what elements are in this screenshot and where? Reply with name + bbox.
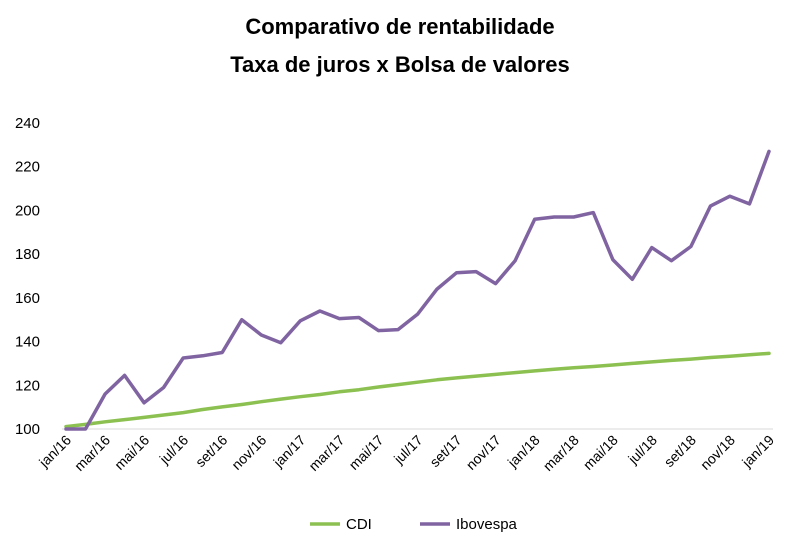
x-tick-label: nov/17 [463,432,504,473]
y-tick-label: 220 [15,159,40,176]
x-tick-label: nov/18 [697,432,738,473]
x-tick-label: mar/17 [305,432,347,474]
y-tick-label: 100 [15,421,40,438]
x-tick-label: jan/19 [738,432,777,471]
x-tick-label: mar/18 [540,432,582,474]
x-tick-label: jul/16 [156,432,192,468]
y-tick-label: 120 [15,377,40,394]
chart-title-line-1: Comparativo de rentabilidade [245,14,554,39]
legend: CDI Ibovespa [310,516,518,533]
chart-title-line-2: Taxa de juros x Bolsa de valores [230,52,570,77]
x-tick-label: jan/16 [35,432,74,471]
y-tick-label: 240 [15,115,40,132]
x-tick-label: jan/18 [504,432,543,471]
y-tick-label: 160 [15,290,40,307]
series-line-cdi [64,351,771,429]
x-tick-label: jan/17 [269,432,308,471]
x-tick-label: set/16 [192,432,230,470]
x-tick-label: mai/17 [346,432,387,473]
x-tick-label: set/17 [426,432,464,470]
legend-label-ibovespa: Ibovespa [456,516,518,533]
y-axis: 100 120 140 160 180 200 220 240 [15,115,40,438]
x-tick-label: set/18 [661,432,699,470]
y-tick-label: 200 [15,202,40,219]
x-tick-label: jul/17 [390,432,426,468]
y-tick-label: 180 [15,246,40,263]
series-line-ibovespa [64,149,771,431]
series-lines [64,149,771,431]
x-tick-label: mar/16 [71,432,113,474]
legend-label-cdi: CDI [346,516,372,533]
y-tick-label: 140 [15,334,40,351]
x-tick-label: mai/18 [580,432,621,473]
x-tick-label: nov/16 [228,432,269,473]
x-tick-label: jul/18 [624,432,660,468]
x-tick-label: mai/16 [111,432,152,473]
